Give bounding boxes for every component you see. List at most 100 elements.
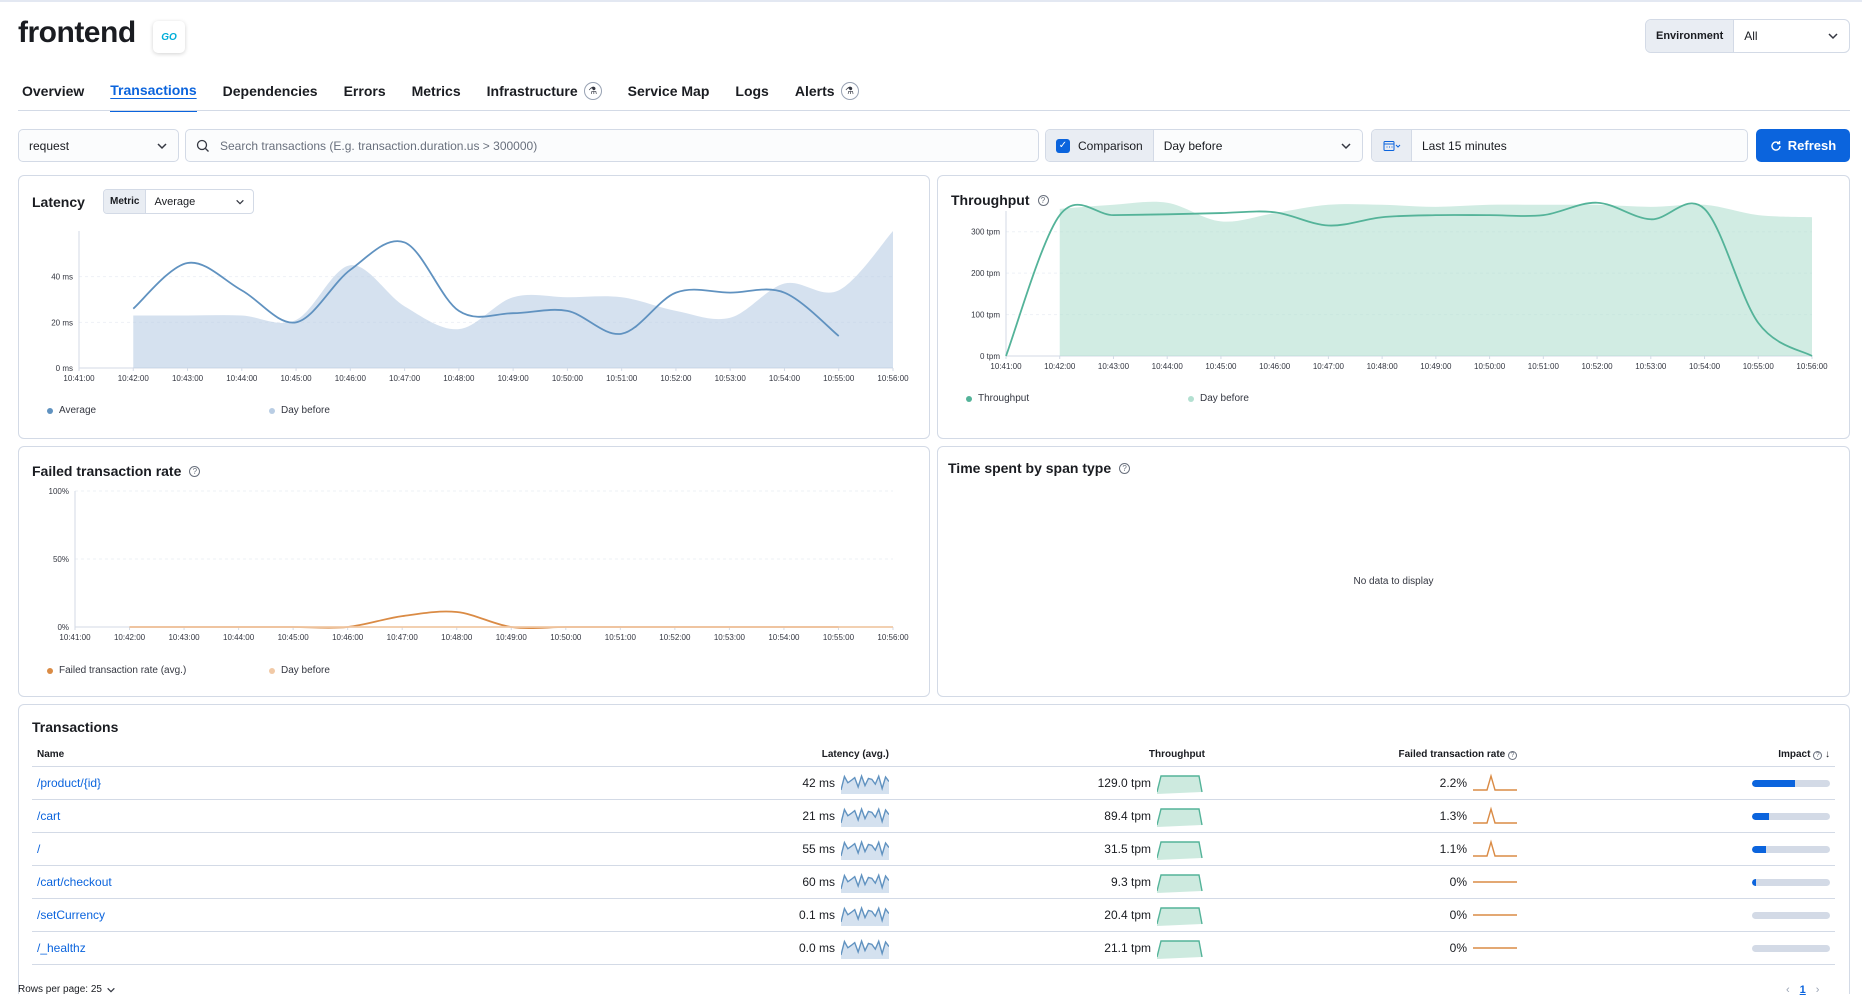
sort-desc-icon[interactable]: ↓ bbox=[1825, 748, 1830, 760]
legend-item-day-before[interactable]: Day before bbox=[1188, 393, 1410, 404]
column-header-failed[interactable]: Failed transaction rate ? bbox=[1210, 743, 1522, 767]
tab-dependencies[interactable]: Dependencies bbox=[223, 80, 318, 112]
column-header-throughput[interactable]: Throughput bbox=[894, 743, 1210, 767]
tab-logs[interactable]: Logs bbox=[735, 80, 768, 112]
y-tick-label: 0% bbox=[57, 623, 69, 632]
comparison-toggle[interactable]: ✓ Comparison bbox=[1046, 130, 1154, 161]
impact-bar bbox=[1752, 944, 1830, 952]
impact-bar bbox=[1752, 779, 1830, 787]
throughput-sparkline bbox=[1157, 807, 1203, 827]
tab-label: Infrastructure bbox=[486, 83, 578, 99]
latency-value: 60 ms bbox=[802, 874, 835, 889]
x-tick-label: 10:49:00 bbox=[1420, 362, 1452, 371]
legend-item-average[interactable]: Average bbox=[47, 405, 269, 416]
tab-label: Logs bbox=[735, 83, 769, 99]
impact-bar bbox=[1752, 812, 1830, 820]
legend-item-failed[interactable]: Failed transaction rate (avg.) bbox=[47, 665, 269, 676]
x-tick-label: 10:43:00 bbox=[172, 374, 204, 383]
x-tick-label: 10:47:00 bbox=[1313, 362, 1345, 371]
tab-service-map[interactable]: Service Map bbox=[628, 80, 710, 112]
chevron-down-icon bbox=[1341, 142, 1351, 149]
transactions-panel: Transactions Name Latency (avg.) Through… bbox=[18, 704, 1850, 994]
cell-latency: 60 ms bbox=[732, 865, 894, 899]
cell-failed-rate: 1.3% bbox=[1210, 799, 1522, 833]
cell-failed-rate: 1.1% bbox=[1210, 832, 1522, 866]
transaction-link[interactable]: /product/{id} bbox=[37, 775, 102, 790]
failed-rate-value: 0% bbox=[1449, 907, 1467, 922]
throughput-chart: 0 tpm 100 tpm 200 tpm 300 tpm 10:41:00 10:42:… bbox=[971, 201, 1828, 371]
rows-per-page-select[interactable]: Rows per page: 25 bbox=[18, 984, 116, 995]
transaction-link[interactable]: /setCurrency bbox=[37, 907, 106, 922]
cell-impact bbox=[1522, 898, 1835, 932]
legend-item-throughput[interactable]: Throughput bbox=[966, 393, 1188, 404]
refresh-button[interactable]: Refresh bbox=[1756, 129, 1850, 162]
calendar-icon[interactable] bbox=[1372, 130, 1412, 161]
x-tick-label: 10:45:00 bbox=[280, 374, 312, 383]
x-tick-label: 10:56:00 bbox=[877, 374, 909, 383]
latency-sparkline bbox=[841, 872, 889, 893]
table-row: /cart 21 ms 89.4 tpm 1.3% bbox=[32, 799, 1835, 833]
previous-page-icon[interactable]: ‹ bbox=[1786, 984, 1790, 996]
tab-alerts[interactable]: Alerts ⚗ bbox=[795, 80, 859, 112]
legend-item-day-before[interactable]: Day before bbox=[269, 405, 491, 416]
page-number[interactable]: 1 bbox=[1799, 984, 1806, 996]
column-header-impact[interactable]: Impact ? ↓ bbox=[1522, 743, 1835, 767]
transaction-type-select[interactable]: request bbox=[18, 129, 179, 162]
latency-value: 0.1 ms bbox=[798, 907, 835, 922]
search-input[interactable]: Search transactions (E.g. transaction.du… bbox=[185, 129, 1039, 162]
legend-item-day-before[interactable]: Day before bbox=[269, 665, 491, 676]
legend-label: Failed transaction rate (avg.) bbox=[59, 665, 187, 676]
table-row: /cart/checkout 60 ms 9.3 tpm 0% bbox=[32, 865, 1835, 899]
latency-metric-select[interactable]: Metric Average bbox=[103, 189, 254, 214]
transactions-table: Name Latency (avg.) Throughput Failed tr… bbox=[32, 743, 1835, 965]
metric-value[interactable]: Average bbox=[146, 190, 253, 213]
comparison-control[interactable]: ✓ Comparison Day before bbox=[1045, 129, 1363, 162]
x-tick-label: 10:49:00 bbox=[498, 374, 530, 383]
time-range-value[interactable]: Last 15 minutes bbox=[1422, 138, 1507, 153]
transaction-link[interactable]: / bbox=[37, 841, 41, 856]
latency-sparkline bbox=[841, 773, 889, 794]
help-icon[interactable]: ? bbox=[1119, 462, 1131, 474]
help-icon[interactable]: ? bbox=[1508, 750, 1517, 760]
x-tick-label: 10:46:00 bbox=[1259, 362, 1291, 371]
comparison-value: Day before bbox=[1163, 138, 1223, 153]
service-tabs: Overview Transactions Dependencies Errors Me… bbox=[22, 80, 885, 112]
transaction-link[interactable]: /_healthz bbox=[37, 940, 86, 955]
help-icon[interactable]: ? bbox=[1037, 194, 1049, 206]
x-tick-label: 10:53:00 bbox=[715, 374, 747, 383]
comparison-select[interactable]: Day before bbox=[1154, 139, 1362, 153]
cell-impact bbox=[1522, 799, 1835, 833]
tab-transactions[interactable]: Transactions bbox=[110, 80, 197, 112]
table-row: / 55 ms 31.5 tpm 1.1% bbox=[32, 832, 1835, 866]
series-line-throughput bbox=[1005, 201, 1813, 357]
latency-sparkline bbox=[841, 839, 889, 860]
next-page-icon[interactable]: › bbox=[1815, 984, 1820, 996]
comparison-checkbox[interactable]: ✓ bbox=[1056, 138, 1070, 153]
refresh-label: Refresh bbox=[1787, 138, 1837, 153]
tab-infrastructure[interactable]: Infrastructure ⚗ bbox=[487, 80, 602, 112]
transaction-link[interactable]: /cart/checkout bbox=[37, 874, 112, 889]
transaction-type-value: request bbox=[29, 138, 70, 153]
latency-value: 0.0 ms bbox=[798, 940, 835, 955]
environment-select[interactable]: Environment All bbox=[1645, 19, 1850, 53]
impact-bar bbox=[1752, 878, 1830, 886]
table-row: /product/{id} 42 ms 129.0 tpm 2.2% bbox=[32, 766, 1835, 800]
x-tick-label: 10:46:00 bbox=[332, 633, 364, 642]
help-icon[interactable]: ? bbox=[189, 465, 201, 477]
x-tick-label: 10:52:00 bbox=[1581, 362, 1613, 371]
tab-overview[interactable]: Overview bbox=[22, 80, 84, 112]
tab-metrics[interactable]: Metrics bbox=[412, 80, 461, 112]
environment-value[interactable]: All bbox=[1734, 20, 1849, 52]
column-header-latency[interactable]: Latency (avg.) bbox=[732, 743, 894, 767]
transaction-link[interactable]: /cart bbox=[37, 808, 61, 823]
tab-label: Overview bbox=[22, 83, 85, 99]
help-icon[interactable]: ? bbox=[1813, 750, 1823, 760]
cell-impact bbox=[1522, 865, 1835, 899]
column-header-name[interactable]: Name bbox=[32, 743, 732, 767]
x-tick-label: 10:42:00 bbox=[114, 633, 146, 642]
date-picker[interactable]: Last 15 minutes bbox=[1371, 129, 1748, 162]
transactions-title: Transactions bbox=[32, 719, 119, 735]
search-icon bbox=[196, 139, 209, 152]
latency-legend: Average Day before bbox=[47, 405, 491, 416]
tab-errors[interactable]: Errors bbox=[344, 80, 386, 112]
